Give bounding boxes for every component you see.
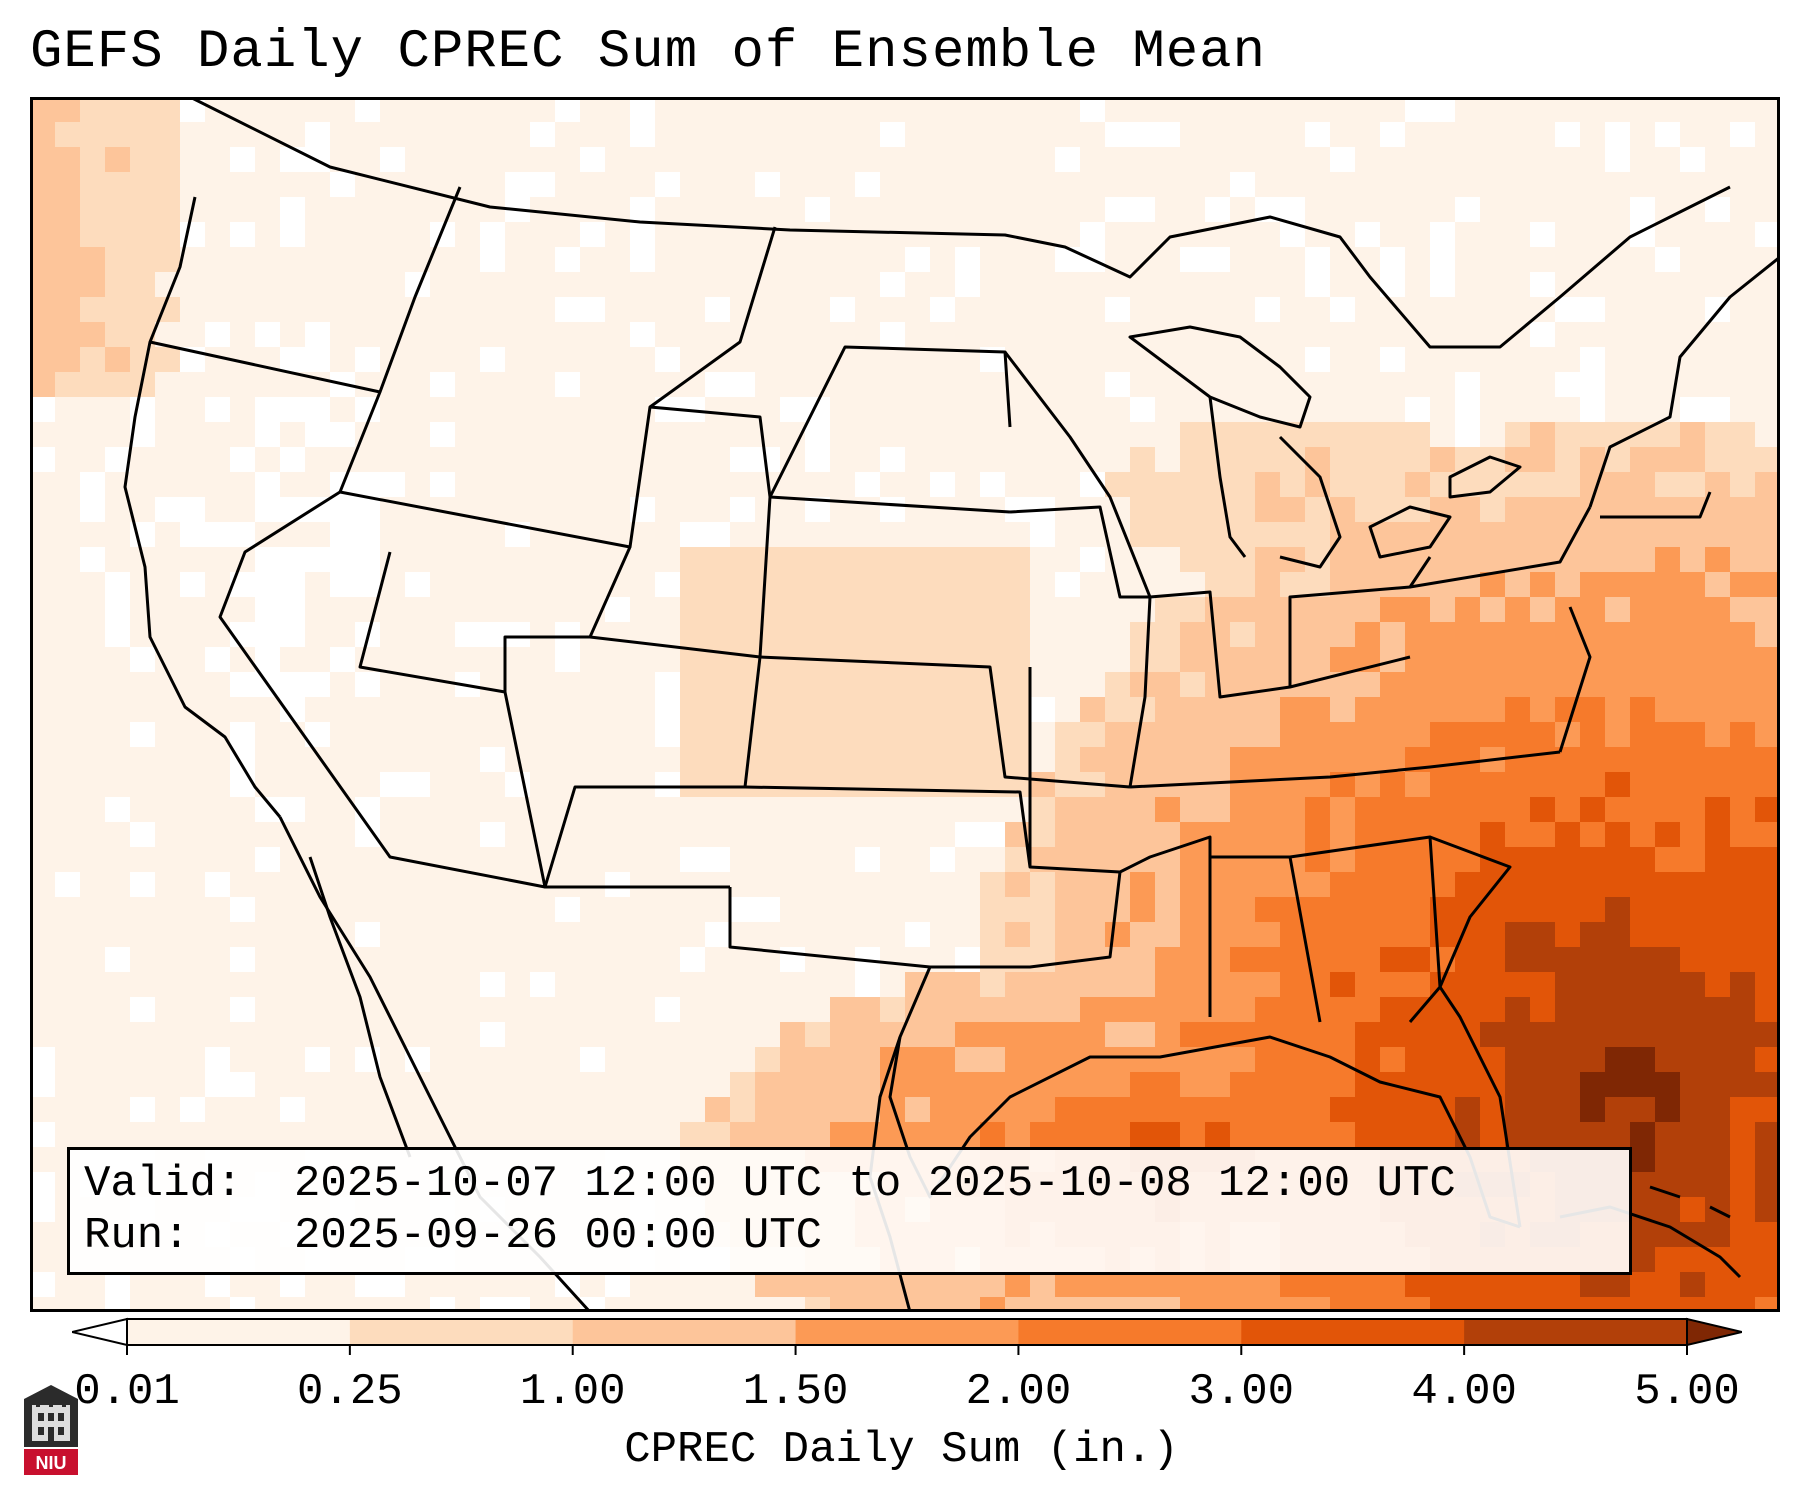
colorbar-segment xyxy=(1241,1319,1465,1345)
precip-field xyxy=(30,97,1780,1312)
map-frame xyxy=(30,97,1780,1312)
valid-run-info-box: Valid: 2025-10-07 12:00 UTC to 2025-10-08… xyxy=(67,1147,1632,1275)
colorbar-label: CPREC Daily Sum (in.) xyxy=(624,1425,1179,1475)
colorbar-tick-label: 4.00 xyxy=(1411,1367,1517,1417)
colorbar-extend-high xyxy=(1686,1317,1742,1347)
colorbar-segment xyxy=(1018,1319,1242,1345)
valid-label: Valid: xyxy=(84,1159,243,1209)
colorbar-segment xyxy=(349,1319,574,1345)
colorbar: 0.01 0.25 1.00 1.50 2.00 3.00 4.00 5.00 xyxy=(72,1317,1742,1417)
colorbar-tick-label: 3.00 xyxy=(1188,1367,1294,1417)
colorbar-frame xyxy=(126,1318,1688,1346)
colorbar-tick-label: 2.00 xyxy=(966,1367,1072,1417)
map-title: GEFS Daily CPREC Sum of Ensemble Mean xyxy=(30,22,1266,83)
colorbar-extend-low xyxy=(72,1317,128,1347)
niu-logo-icon: NIU xyxy=(24,1385,78,1475)
colorbar-tick-label: 1.00 xyxy=(520,1367,626,1417)
colorbar-tick-label: 0.01 xyxy=(74,1367,180,1417)
colorbar-tick-label: 1.50 xyxy=(743,1367,849,1417)
logo-text: NIU xyxy=(36,1453,67,1473)
state-borders xyxy=(123,97,1780,1312)
colorbar-segment xyxy=(572,1319,797,1345)
run-row: Run: 2025-09-26 00:00 UTC xyxy=(84,1210,1615,1262)
colorbar-segment xyxy=(127,1319,351,1345)
colorbar-tick-label: 0.25 xyxy=(297,1367,403,1417)
valid-row: Valid: 2025-10-07 12:00 UTC to 2025-10-08… xyxy=(84,1158,1615,1210)
colorbar-segment xyxy=(1464,1319,1688,1345)
valid-value: 2025-10-07 12:00 UTC to 2025-10-08 12:00… xyxy=(294,1159,1456,1209)
colorbar-segment xyxy=(795,1319,1019,1345)
run-label: Run: xyxy=(84,1211,190,1261)
colorbar-tick-label: 5.00 xyxy=(1634,1367,1740,1417)
run-value: 2025-09-26 00:00 UTC xyxy=(294,1211,823,1261)
precipitation-map xyxy=(30,97,1780,1312)
